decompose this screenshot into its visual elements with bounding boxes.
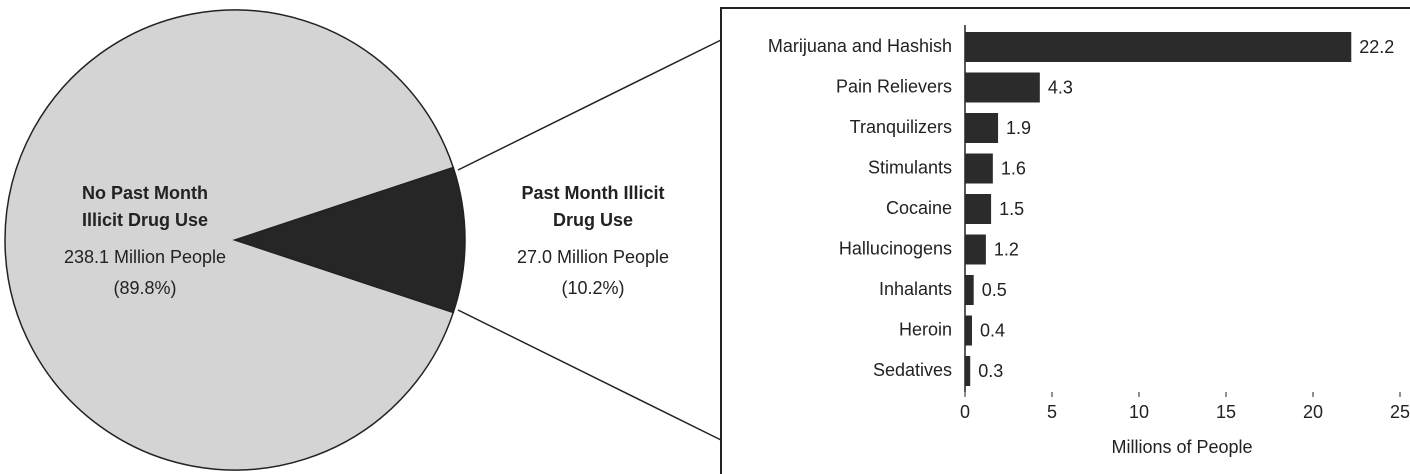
bar <box>965 275 974 305</box>
slice-percent: (10.2%) <box>561 278 625 298</box>
pie-label: Past Month Illicit Drug Use 27.0 Million… <box>488 180 698 306</box>
x-tick-label: 5 <box>1047 402 1057 422</box>
slice-people: 238.1 Million People <box>63 247 227 267</box>
bar <box>965 234 986 265</box>
x-tick-label: 15 <box>1216 402 1236 422</box>
y-tick-label: Sedatives <box>873 360 952 380</box>
y-tick-label: Marijuana and Hashish <box>768 36 952 56</box>
bar <box>965 356 971 386</box>
value-label: 1.6 <box>1001 158 1026 178</box>
pie-slice <box>4 9 455 471</box>
value-label: 0.3 <box>978 361 1003 381</box>
y-tick-label: Heroin <box>899 319 952 339</box>
x-tick-label: 0 <box>960 402 970 422</box>
y-tick-label: Cocaine <box>886 198 952 218</box>
y-tick-label: Hallucinogens <box>839 238 952 258</box>
bar <box>965 72 1040 103</box>
bar-panel <box>720 7 1410 474</box>
slice-name: Past Month Illicit Drug Use <box>521 183 665 230</box>
value-label: 0.5 <box>982 280 1007 300</box>
y-tick-label: Pain Relievers <box>836 76 952 96</box>
slice-percent: (89.8%) <box>113 278 177 298</box>
slice-name: No Past Month Illicit Drug Use <box>81 183 209 230</box>
x-axis-label: Millions of People <box>1111 437 1252 457</box>
value-label: 1.9 <box>1006 118 1031 138</box>
y-tick-label: Stimulants <box>868 157 952 177</box>
bar <box>965 153 993 184</box>
pie-slice <box>232 166 466 314</box>
y-tick-label: Inhalants <box>879 279 952 299</box>
bar <box>965 194 992 224</box>
value-label: 22.2 <box>1359 37 1394 57</box>
value-label: 4.3 <box>1048 77 1073 97</box>
bar <box>965 315 972 346</box>
x-tick-label: 20 <box>1303 402 1323 422</box>
x-tick-label: 25 <box>1390 402 1410 422</box>
connector <box>457 39 722 171</box>
value-label: 0.4 <box>980 320 1005 340</box>
slice-people: 27.0 Million People <box>516 247 670 267</box>
pie-label: No Past Month Illicit Drug Use 238.1 Mil… <box>40 180 250 306</box>
connector <box>457 309 722 441</box>
y-tick-label: Tranquilizers <box>850 117 952 137</box>
bar <box>965 113 999 143</box>
value-label: 1.2 <box>994 239 1019 259</box>
value-label: 1.5 <box>999 199 1024 219</box>
bar <box>965 32 1352 62</box>
x-tick-label: 10 <box>1129 402 1149 422</box>
